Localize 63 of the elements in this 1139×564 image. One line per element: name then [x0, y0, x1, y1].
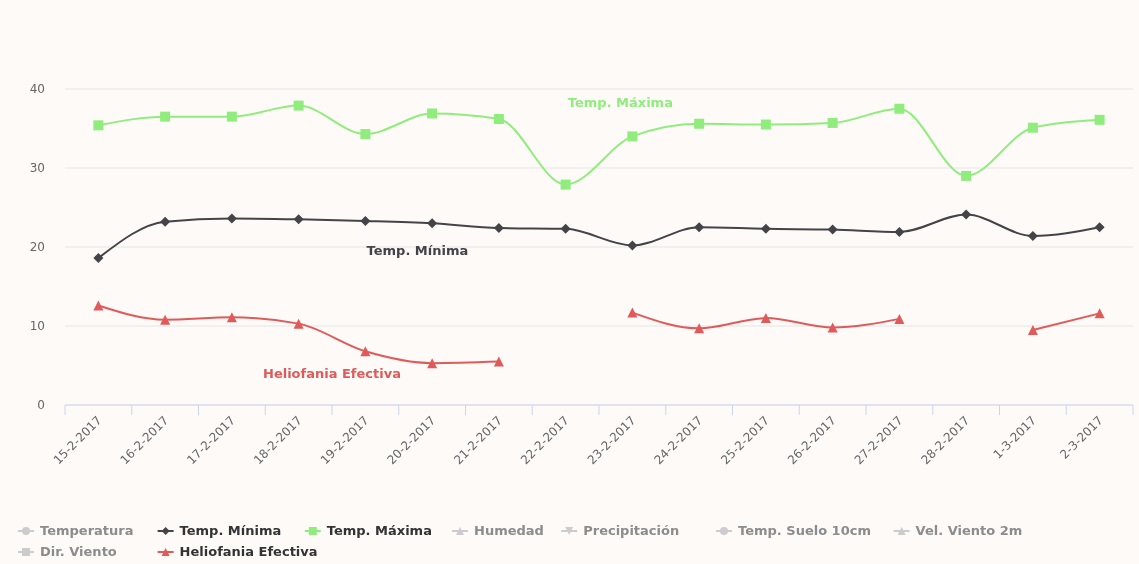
point [360, 346, 371, 357]
point [360, 129, 371, 140]
point [493, 114, 504, 125]
point [760, 119, 771, 130]
point [560, 223, 571, 234]
point [827, 117, 838, 128]
point [894, 226, 905, 237]
y-tick-label: 10 [29, 319, 45, 333]
point [760, 313, 771, 324]
y-tick-label: 0 [37, 398, 45, 412]
point [1027, 324, 1038, 335]
point [694, 118, 705, 129]
point [360, 215, 371, 226]
point [93, 253, 104, 264]
point [694, 222, 705, 233]
point [627, 307, 638, 318]
point [760, 223, 771, 234]
point [961, 209, 972, 220]
point [427, 218, 438, 229]
point [1094, 308, 1105, 319]
point [627, 240, 638, 251]
point [93, 300, 104, 311]
point [827, 322, 838, 333]
point [226, 312, 237, 323]
text: Heliofania Efectiva [263, 365, 401, 381]
point [226, 111, 237, 122]
point [93, 120, 104, 131]
point [1094, 114, 1105, 125]
point [493, 356, 504, 367]
point [827, 224, 838, 235]
y-tick-label: 40 [29, 82, 45, 96]
point [560, 179, 571, 190]
point [1094, 222, 1105, 233]
text: Temp. Mínima [366, 242, 469, 258]
point [160, 216, 171, 227]
point [160, 314, 171, 325]
point [427, 358, 438, 369]
legend-label: Temp. Máxima [326, 523, 432, 538]
point [627, 131, 638, 142]
legend-label: Temp. Mínima [179, 523, 282, 538]
point [894, 103, 905, 114]
point [961, 170, 972, 181]
point [293, 214, 304, 225]
point [894, 313, 905, 324]
point [1027, 230, 1038, 241]
point [427, 108, 438, 119]
text: Temp. Máxima [567, 95, 673, 110]
legend-label: Temperatura [40, 523, 134, 538]
legend-label: Temp. Suelo 10cm [738, 523, 871, 538]
point [694, 323, 705, 334]
point [226, 213, 237, 224]
point [493, 223, 504, 234]
y-tick-label: 30 [29, 161, 45, 175]
legend-label: Humedad [474, 523, 544, 538]
point [1027, 122, 1038, 133]
point [160, 111, 171, 122]
legend-label: Heliofania Efectiva [179, 544, 318, 559]
y-tick-label: 20 [29, 240, 45, 254]
point [293, 318, 304, 329]
legend-label: Dir. Viento [40, 544, 117, 559]
legend-label: Precipitación [583, 523, 680, 538]
point [293, 100, 304, 111]
legend-label: Vel. Viento 2m [915, 523, 1023, 538]
